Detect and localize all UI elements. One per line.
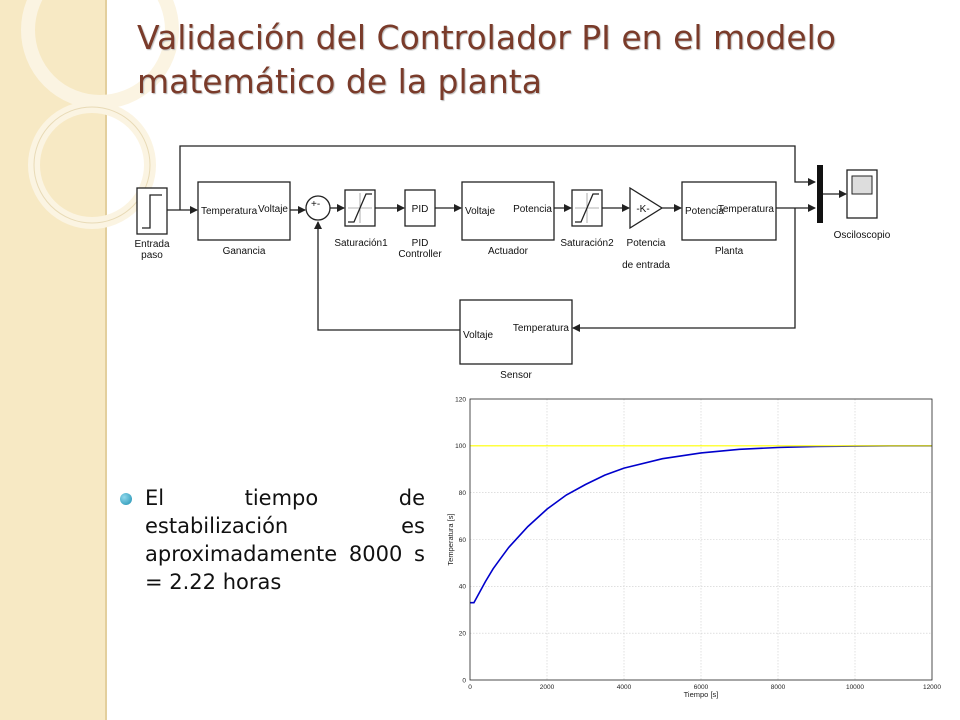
planta-port-out: Temperatura: [718, 204, 775, 215]
x-tick-label: 0: [468, 684, 472, 691]
pid-text: PID: [412, 204, 429, 215]
y-tick-label: 40: [459, 584, 467, 591]
actuador-port-in: Voltaje: [465, 206, 495, 217]
y-tick-label: 120: [455, 396, 466, 403]
gain-text: -K-: [636, 204, 649, 215]
x-tick-label: 12000: [923, 684, 941, 691]
bullet-text: El tiempo de estabilización es aproximad…: [145, 486, 425, 594]
x-tick-label: 10000: [846, 684, 864, 691]
y-tick-label: 100: [455, 443, 466, 450]
simulink-block-diagram: Entrada paso Temperatura Voltaje Gananci…: [134, 145, 891, 381]
stripe-border: [105, 0, 107, 720]
pid-label-1: PID: [412, 238, 429, 249]
sensor-label: Sensor: [500, 370, 532, 381]
gain-block: -K- Potencia de entrada: [622, 186, 670, 271]
pid-label-2: Controller: [398, 249, 442, 260]
sensor-block: Temperatura Voltaje Sensor: [459, 299, 573, 381]
sum-signs: +-: [311, 199, 320, 210]
chart-ticks: 0 2000 4000 6000 8000 10000 12000 0 20 40 60 80 100 1…: [455, 396, 941, 691]
ganancia-block: Temperatura Voltaje Ganancia: [197, 181, 291, 257]
ganancia-port-out: Voltaje: [258, 204, 288, 215]
chart-series-group: [470, 444, 932, 604]
mux-block: [817, 165, 823, 223]
saturation2-label: Saturación2: [560, 238, 614, 249]
actuador-block: Voltaje Potencia Actuador: [461, 181, 555, 257]
gain-label-2: de entrada: [622, 260, 670, 271]
sensor-port-out: Voltaje: [463, 330, 493, 341]
ganancia-port-in: Temperatura: [201, 206, 258, 217]
oscilloscope-label: Osciloscopio: [834, 230, 891, 241]
y-tick-label: 60: [459, 537, 467, 544]
saturation1-label: Saturación1: [334, 238, 388, 249]
y-tick-label: 0: [462, 677, 466, 684]
step-label-2: paso: [141, 250, 163, 261]
saturation1-block: Saturación1: [334, 189, 388, 249]
x-tick-label: 6000: [694, 684, 709, 691]
sensor-port-in: Temperatura: [513, 323, 570, 334]
series-line-0: [470, 444, 932, 604]
decorative-circles: [21, 0, 179, 229]
actuador-port-out: Potencia: [513, 204, 552, 215]
planta-block: Potencia Temperatura Planta: [681, 181, 777, 257]
planta-label: Planta: [715, 246, 744, 257]
step-block: Entrada paso: [134, 187, 170, 261]
oscilloscope-block: Osciloscopio: [834, 169, 891, 241]
x-tick-label: 4000: [617, 684, 632, 691]
x-tick-label: 2000: [540, 684, 555, 691]
ganancia-label: Ganancia: [223, 246, 266, 257]
planta-port-in: Potencia: [685, 206, 724, 217]
chart-grid: [470, 399, 932, 680]
gain-label-1: Potencia: [627, 238, 666, 249]
step-label-1: Entrada: [134, 239, 169, 250]
bullet-icon: [120, 493, 132, 505]
signal-wires: [167, 145, 847, 332]
x-axis-label: Tiempo [s]: [684, 690, 719, 699]
y-axis-label: Temperatura [s]: [446, 513, 455, 565]
x-tick-label: 8000: [771, 684, 786, 691]
actuador-label: Actuador: [488, 246, 529, 257]
y-tick-label: 20: [459, 630, 467, 637]
y-tick-label: 80: [459, 490, 467, 497]
slide-title: Validación del Controlador PI en el mode…: [137, 18, 836, 101]
chart-frame: [469, 398, 933, 681]
